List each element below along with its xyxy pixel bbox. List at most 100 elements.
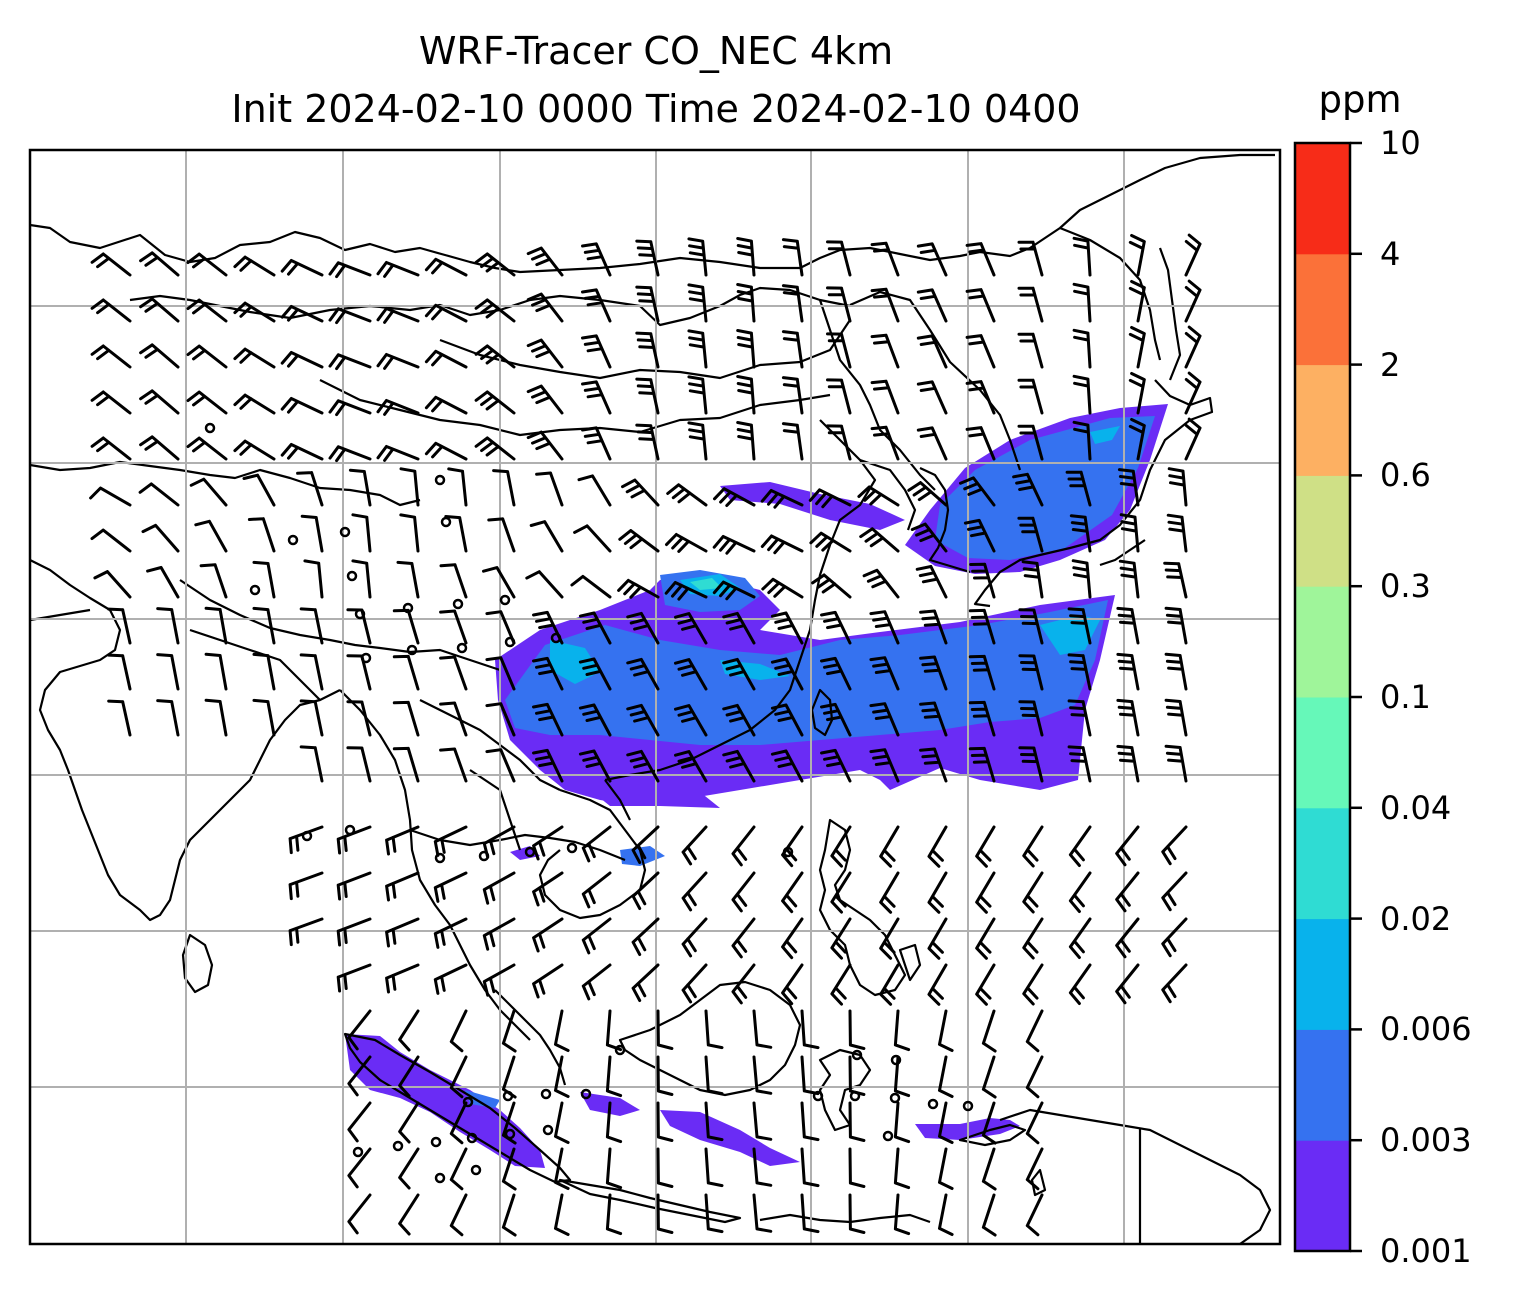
wind-barb — [233, 439, 276, 461]
wind-barb — [781, 284, 804, 323]
wind-barb — [965, 288, 996, 323]
wind-barb — [938, 1055, 954, 1098]
wind-barb — [1017, 378, 1044, 415]
wind-barb — [870, 379, 900, 415]
wind-barb — [635, 285, 660, 323]
wind-barb — [336, 871, 372, 901]
wind-barb — [449, 1193, 468, 1237]
wind-barb — [1072, 282, 1092, 323]
wind-barb — [1164, 698, 1188, 737]
colorbar-tick-label: 0.001 — [1380, 1232, 1472, 1270]
calm-wind-circle — [542, 1124, 554, 1136]
wind-barb — [800, 1193, 820, 1234]
wind-barb — [252, 652, 276, 691]
wind-barb — [975, 963, 996, 1006]
wind-barb — [826, 286, 852, 323]
wind-barb — [433, 917, 468, 949]
wind-barb — [93, 570, 132, 599]
wind-barb — [139, 251, 180, 277]
calm-wind-circle — [440, 516, 452, 528]
wind-barb — [919, 655, 948, 691]
wind-barb — [1115, 825, 1140, 867]
wind-barb — [781, 330, 804, 369]
wind-barb — [681, 825, 708, 866]
wind-barb — [554, 1101, 570, 1144]
wind-barb — [781, 422, 804, 461]
calm-wind-circle — [499, 594, 511, 606]
wind-barb — [233, 255, 276, 277]
wind-barb — [299, 699, 324, 737]
wind-barb — [299, 607, 324, 645]
colorbar-tick-label: 0.003 — [1380, 1121, 1472, 1160]
wind-barb — [90, 298, 132, 323]
wind-barb — [138, 482, 180, 507]
colorbar-segment — [1295, 1140, 1350, 1252]
wind-barb — [578, 749, 612, 783]
colorbar-segment — [1295, 807, 1350, 920]
wind-barb — [492, 469, 516, 507]
wind-barb — [570, 574, 612, 599]
wind-barb — [687, 283, 708, 323]
wind-barb — [626, 611, 660, 645]
wind-barb — [830, 963, 852, 1006]
wind-barb — [919, 609, 948, 645]
wind-barb — [1017, 240, 1044, 277]
wind-barb — [879, 871, 900, 914]
wind-barb — [1184, 233, 1202, 277]
wind-barb — [385, 917, 420, 948]
wind-barb — [631, 917, 660, 956]
wind-barb — [736, 237, 756, 277]
colorbar-tick-label: 10 — [1380, 124, 1421, 162]
wind-barb — [681, 871, 708, 912]
wind-barb — [848, 1147, 866, 1188]
calm-wind-circle — [462, 1096, 474, 1108]
wind-barb — [752, 1101, 773, 1141]
wind-barb — [449, 1147, 468, 1191]
wind-barb — [635, 423, 660, 461]
wind-barb — [328, 399, 372, 417]
colorbar-frame — [1293, 141, 1352, 1253]
wind-barb — [578, 611, 612, 645]
wind-barb — [1067, 745, 1092, 783]
wind-barb — [501, 1147, 517, 1191]
wind-barb — [869, 702, 900, 737]
wind-barb — [433, 963, 468, 995]
wind-barb — [848, 1009, 866, 1050]
wind-barb — [1022, 963, 1044, 1006]
calm-wind-circle — [352, 1146, 364, 1158]
wind-barb — [398, 1009, 420, 1052]
wind-barb — [1067, 653, 1092, 691]
wind-barb — [761, 577, 804, 599]
wind-barb — [605, 1009, 623, 1052]
wind-barb — [1161, 825, 1188, 866]
wind-barb — [781, 238, 804, 277]
wind-barb — [626, 703, 660, 737]
wind-barb — [800, 1147, 820, 1188]
wind-barb — [433, 871, 468, 903]
calm-wind-circle — [430, 1136, 442, 1148]
wind-barb — [1068, 917, 1092, 959]
wind-barb — [1022, 871, 1044, 914]
wind-barb — [626, 749, 660, 783]
wind-barb — [656, 1101, 674, 1142]
calm-wind-circle — [890, 1054, 902, 1066]
wind-barb — [439, 701, 468, 737]
wind-barb — [1116, 606, 1140, 645]
wind-barb — [704, 1193, 724, 1234]
wind-barb — [578, 703, 612, 737]
wind-barb — [1161, 963, 1188, 1004]
wind-barb — [532, 871, 564, 907]
wind-barb — [90, 390, 132, 415]
wind-barb — [1128, 372, 1146, 415]
colorbar-tick-label: 0.6 — [1380, 456, 1431, 495]
wind-barb — [981, 1055, 997, 1099]
wind-barb — [820, 656, 852, 691]
wind-barb — [526, 246, 564, 277]
wind-barb — [376, 307, 420, 324]
wind-barb — [1065, 470, 1092, 507]
wind-barb — [830, 825, 852, 868]
wind-barb — [156, 653, 180, 691]
wind-barb — [879, 917, 900, 960]
wind-barb — [674, 704, 708, 737]
wind-barb — [848, 1101, 866, 1142]
